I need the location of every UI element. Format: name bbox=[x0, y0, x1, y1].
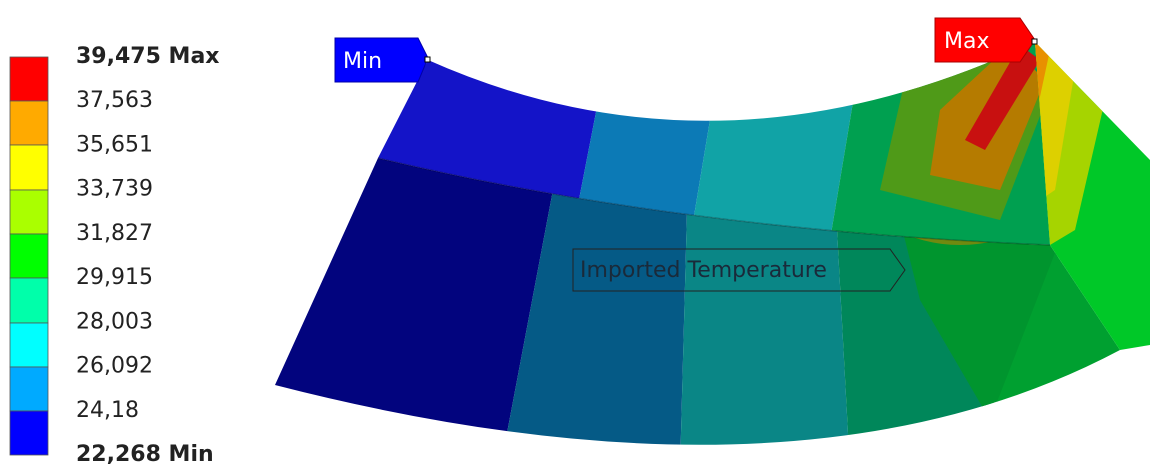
probe-callout: Imported Temperature bbox=[572, 248, 906, 292]
legend-label: 24,18 bbox=[76, 398, 139, 423]
max-label: Max bbox=[944, 29, 989, 54]
legend-bar bbox=[9, 56, 49, 456]
legend-labels: 39,475 Max 37,563 35,651 33,739 31,827 29,915… bbox=[76, 44, 219, 467]
min-label: Min bbox=[343, 49, 382, 74]
min-callout: Min bbox=[334, 37, 431, 83]
legend-label: 37,563 bbox=[76, 88, 153, 113]
legend-label: 28,003 bbox=[76, 309, 153, 334]
legend-label: 33,739 bbox=[76, 177, 153, 202]
legend-label: 29,915 bbox=[76, 265, 153, 290]
max-callout: Max bbox=[934, 17, 1038, 63]
legend-label: 39,475 Max bbox=[76, 44, 219, 69]
legend-label: 22,268 Min bbox=[76, 442, 214, 467]
legend-label: 26,092 bbox=[76, 354, 153, 379]
probe-label: Imported Temperature bbox=[580, 258, 827, 283]
legend-label: 31,827 bbox=[76, 221, 153, 246]
legend-label: 35,651 bbox=[76, 132, 153, 157]
